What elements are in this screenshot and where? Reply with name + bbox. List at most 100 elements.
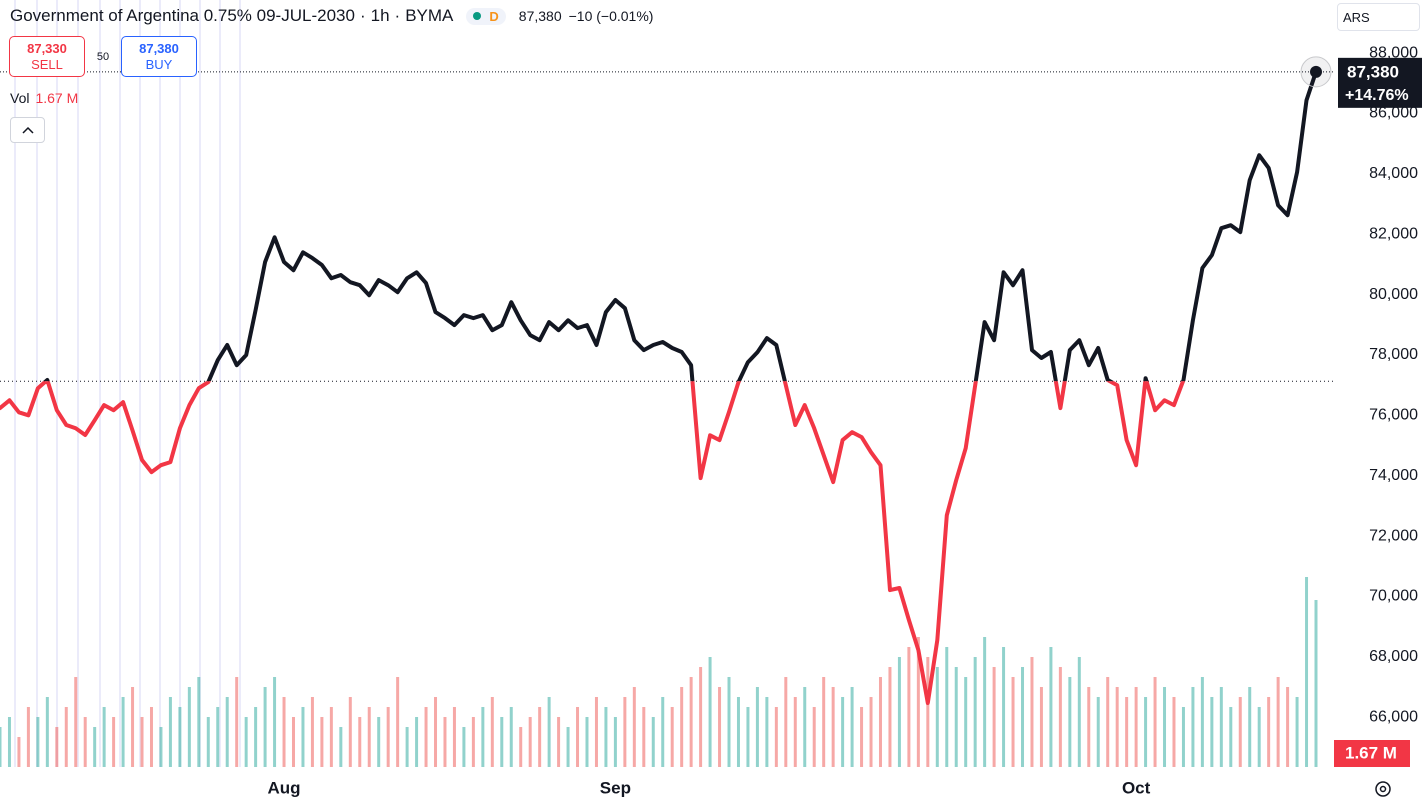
volume-bar bbox=[225, 697, 229, 767]
volume-bar bbox=[216, 707, 220, 767]
volume-bar bbox=[415, 717, 419, 767]
volume-bar bbox=[1314, 600, 1318, 767]
volume-bar bbox=[159, 727, 163, 767]
volume-bar bbox=[348, 697, 352, 767]
volume-bar bbox=[452, 707, 456, 767]
volume-bar bbox=[831, 687, 835, 767]
volume-bar bbox=[1305, 577, 1309, 767]
volume-bar bbox=[55, 727, 59, 767]
price-line-below bbox=[0, 381, 1186, 705]
volume-bar bbox=[954, 667, 958, 767]
status-badges[interactable]: D bbox=[466, 7, 506, 25]
volume-bar bbox=[1021, 667, 1025, 767]
volume-bar bbox=[1068, 677, 1072, 767]
y-tick-label: 84,000 bbox=[1369, 165, 1418, 182]
volume-bar bbox=[187, 687, 191, 767]
price-line-above bbox=[42, 69, 1318, 382]
volume-bar bbox=[462, 727, 466, 767]
volume-bar bbox=[907, 647, 911, 767]
currency: ARS bbox=[1343, 9, 1370, 25]
volume-bar bbox=[1030, 657, 1034, 767]
volume-bar bbox=[576, 707, 580, 767]
volume-bar bbox=[358, 717, 362, 767]
y-tick-label: 88,000 bbox=[1369, 44, 1418, 61]
volume-bar bbox=[594, 697, 598, 767]
volume-bar bbox=[623, 697, 627, 767]
volume-bar bbox=[254, 707, 258, 767]
volume-bar bbox=[604, 707, 608, 767]
interval[interactable]: 1h bbox=[370, 6, 390, 25]
volume-bar bbox=[102, 707, 106, 767]
separator: · bbox=[359, 6, 366, 25]
volume-bar bbox=[367, 707, 371, 767]
volume-bar bbox=[339, 727, 343, 767]
sell-button[interactable]: 87,330 SELL bbox=[9, 36, 85, 77]
volume-bar bbox=[64, 707, 68, 767]
volume-bar bbox=[888, 667, 892, 767]
volume-bar bbox=[131, 687, 135, 767]
volume-bar bbox=[310, 697, 314, 767]
volume-bar bbox=[26, 707, 30, 767]
price-tag-change: +14.76% bbox=[1345, 87, 1409, 104]
volume-bar bbox=[850, 687, 854, 767]
settings-icon[interactable] bbox=[1375, 781, 1391, 797]
volume-bar bbox=[1049, 647, 1053, 767]
volume-bar bbox=[1172, 697, 1176, 767]
volume-bar bbox=[1011, 677, 1015, 767]
volume-bar bbox=[121, 697, 125, 767]
volume-bar bbox=[1257, 707, 1261, 767]
collapse-button[interactable] bbox=[10, 117, 45, 143]
x-tick-label: Oct bbox=[1122, 778, 1151, 797]
volume-bar bbox=[746, 707, 750, 767]
volume-bar bbox=[860, 707, 864, 767]
volume-bar bbox=[1229, 707, 1233, 767]
volume-bar bbox=[1200, 677, 1204, 767]
volume-bar bbox=[1125, 697, 1129, 767]
volume-bar bbox=[689, 677, 693, 767]
volume-bar bbox=[661, 697, 665, 767]
symbol[interactable]: Government of Argentina 0.75% 09-JUL-203… bbox=[10, 6, 355, 25]
volume-bar bbox=[1267, 697, 1271, 767]
volume-bar bbox=[557, 717, 561, 767]
volume-bar bbox=[140, 717, 144, 767]
volume-bar bbox=[263, 687, 267, 767]
volume-bar bbox=[405, 727, 409, 767]
price-tag-value: 87,380 bbox=[1347, 62, 1399, 81]
volume-bars bbox=[0, 577, 1318, 767]
volume-bar bbox=[670, 707, 674, 767]
volume-bar bbox=[680, 687, 684, 767]
chevron-icon bbox=[21, 126, 34, 134]
volume-bar bbox=[1295, 697, 1299, 767]
volume-bar bbox=[168, 697, 172, 767]
volume-bar bbox=[291, 717, 295, 767]
volume-bar bbox=[0, 727, 2, 767]
volume-bar bbox=[1096, 697, 1100, 767]
volume-bar bbox=[755, 687, 759, 767]
volume-bar bbox=[566, 727, 570, 767]
currency-select[interactable]: ARS bbox=[1337, 3, 1420, 31]
volume-bar bbox=[481, 707, 485, 767]
volume-bar bbox=[992, 667, 996, 767]
volume-bar bbox=[699, 667, 703, 767]
volume-bar bbox=[538, 707, 542, 767]
volume-bar bbox=[377, 717, 381, 767]
buy-button[interactable]: 87,380 BUY bbox=[121, 36, 197, 77]
volume-bar bbox=[765, 697, 769, 767]
volume-bar bbox=[273, 677, 277, 767]
volume-bar bbox=[1163, 687, 1167, 767]
volume-value: 1.67 M bbox=[35, 90, 79, 106]
volume-bar bbox=[812, 707, 816, 767]
volume-bar bbox=[235, 677, 239, 767]
sell-label: SELL bbox=[31, 56, 63, 72]
volume-bar bbox=[708, 657, 712, 767]
volume-bar bbox=[1058, 667, 1062, 767]
volume-bar bbox=[964, 677, 968, 767]
volume-bar bbox=[424, 707, 428, 767]
spread: 50 bbox=[96, 50, 110, 63]
volume-bar bbox=[1219, 687, 1223, 767]
volume-bar bbox=[973, 657, 977, 767]
volume-bar bbox=[1002, 647, 1006, 767]
volume-bar bbox=[632, 687, 636, 767]
buy-label: BUY bbox=[145, 56, 173, 72]
volume-bar bbox=[320, 717, 324, 767]
